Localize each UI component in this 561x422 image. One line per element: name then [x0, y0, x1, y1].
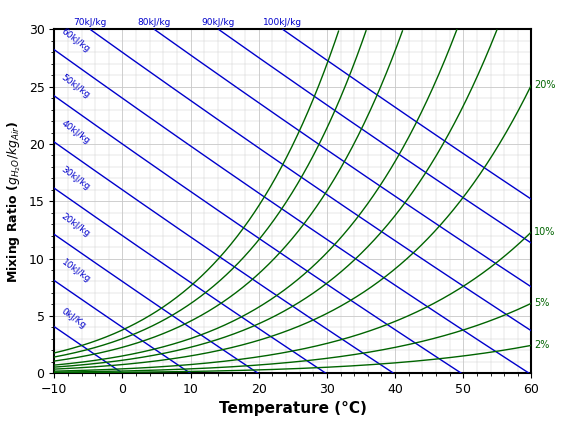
Text: 70kJ/kg: 70kJ/kg	[73, 18, 107, 27]
Text: 90kJ/kg: 90kJ/kg	[202, 18, 235, 27]
Y-axis label: Mixing Ratio ($g_{H_2O}/kg_{Air}$): Mixing Ratio ($g_{H_2O}/kg_{Air}$)	[6, 120, 23, 283]
Text: 60kJ/kg: 60kJ/kg	[59, 27, 92, 54]
Text: 5%: 5%	[534, 298, 550, 308]
Text: 40kJ/kg: 40kJ/kg	[59, 119, 92, 146]
Text: 100kJ/kg: 100kJ/kg	[263, 18, 302, 27]
Text: 10%: 10%	[534, 227, 555, 237]
Text: 0kJ/Kg: 0kJ/Kg	[59, 307, 88, 330]
Text: 30kJ/kg: 30kJ/kg	[59, 165, 92, 192]
Text: 2%: 2%	[534, 341, 550, 350]
X-axis label: Temperature (°C): Temperature (°C)	[219, 401, 367, 417]
Text: 20kJ/kg: 20kJ/kg	[59, 211, 92, 238]
Text: 20%: 20%	[534, 80, 556, 90]
Text: 50kJ/kg: 50kJ/kg	[59, 73, 92, 100]
Text: 10kJ/kg: 10kJ/kg	[59, 257, 92, 284]
Text: 80kJ/kg: 80kJ/kg	[137, 18, 171, 27]
